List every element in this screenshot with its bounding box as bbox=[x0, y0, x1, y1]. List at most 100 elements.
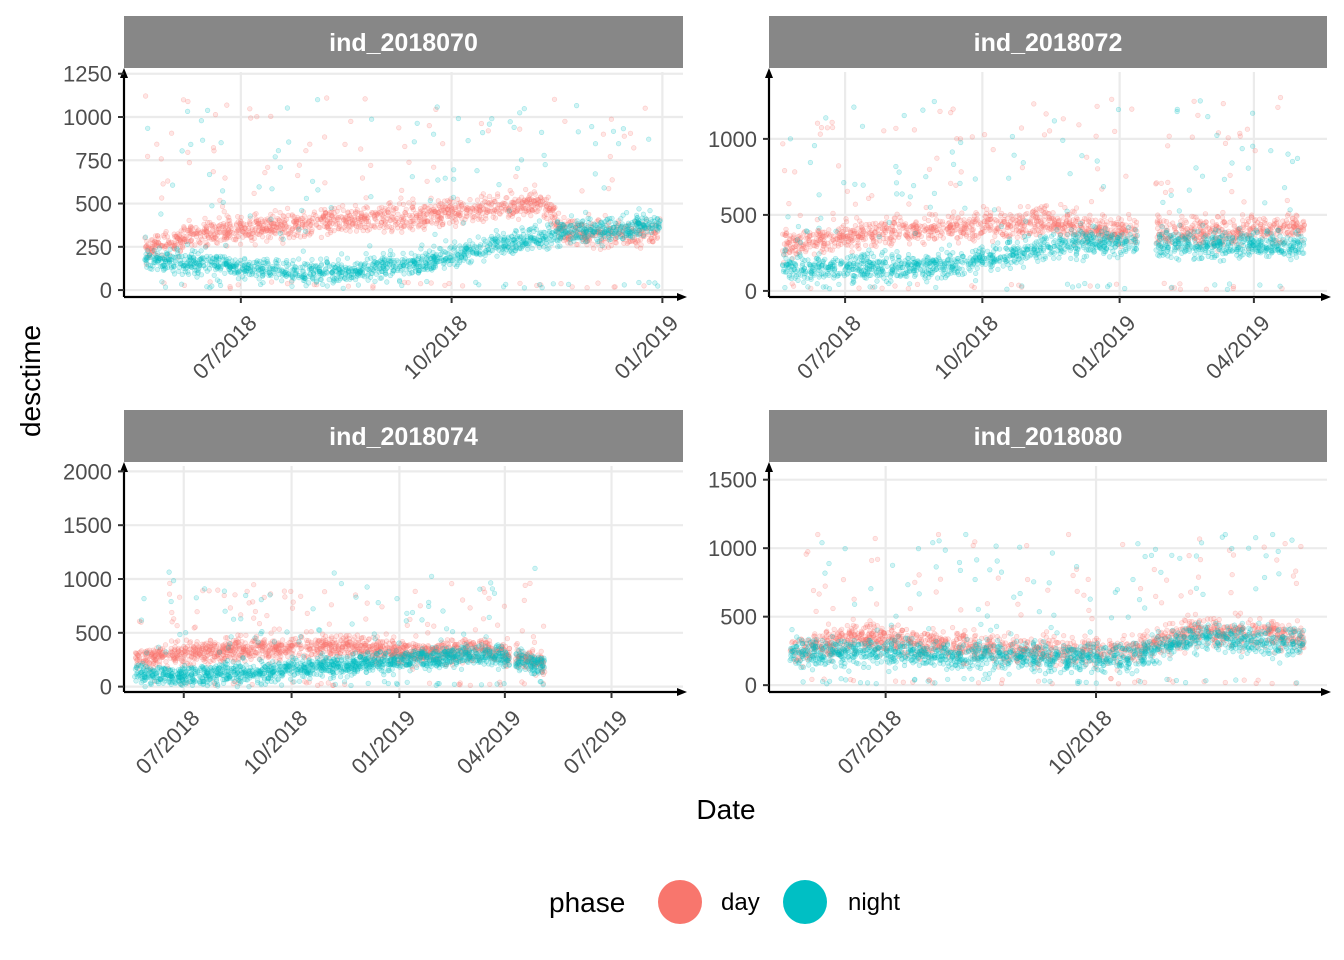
point-day bbox=[387, 218, 393, 224]
point-night bbox=[506, 208, 512, 214]
point-day bbox=[796, 244, 802, 250]
point-day bbox=[1046, 214, 1052, 220]
point-day bbox=[1165, 179, 1171, 185]
point-day bbox=[495, 191, 501, 197]
point-day bbox=[1195, 112, 1201, 118]
point-night bbox=[200, 137, 206, 143]
point-day bbox=[1209, 219, 1216, 225]
point-day bbox=[1055, 222, 1061, 228]
point-day bbox=[1163, 218, 1169, 225]
point-day bbox=[1280, 218, 1286, 224]
point-day bbox=[163, 243, 169, 250]
point-night bbox=[620, 126, 627, 132]
point-day bbox=[1177, 286, 1183, 292]
point-day bbox=[517, 126, 523, 132]
point-day bbox=[791, 244, 797, 250]
point-night bbox=[339, 251, 345, 257]
point-day bbox=[1019, 214, 1025, 220]
point-night bbox=[1200, 222, 1206, 228]
point-night bbox=[1289, 158, 1296, 165]
point-night bbox=[350, 268, 356, 274]
point-night bbox=[594, 236, 600, 242]
point-day bbox=[238, 241, 244, 247]
point-night bbox=[365, 266, 371, 273]
point-day bbox=[210, 145, 217, 151]
point-day bbox=[263, 228, 269, 234]
point-day bbox=[510, 199, 516, 205]
point-day bbox=[1021, 223, 1027, 229]
point-night bbox=[482, 238, 488, 244]
point-day bbox=[518, 205, 524, 211]
point-day bbox=[1300, 218, 1307, 224]
point-day bbox=[627, 130, 634, 136]
point-day bbox=[612, 284, 618, 290]
point-night bbox=[584, 229, 590, 235]
point-day bbox=[1031, 101, 1037, 107]
point-night bbox=[384, 265, 390, 271]
point-night bbox=[623, 210, 630, 216]
point-day bbox=[338, 226, 345, 232]
point-day bbox=[348, 215, 355, 221]
point-day bbox=[323, 213, 329, 219]
point-day bbox=[980, 226, 986, 232]
point-night bbox=[475, 234, 481, 240]
point-day bbox=[336, 226, 342, 232]
point-night bbox=[442, 175, 448, 181]
point-day bbox=[265, 216, 271, 222]
point-night bbox=[171, 271, 178, 277]
point-night bbox=[836, 281, 842, 288]
point-day bbox=[344, 213, 350, 219]
point-night bbox=[538, 129, 545, 135]
point-day bbox=[279, 222, 286, 229]
point-day bbox=[621, 225, 627, 231]
point-day bbox=[1038, 204, 1044, 210]
point-day bbox=[363, 195, 369, 201]
point-day bbox=[1017, 204, 1024, 210]
point-night bbox=[656, 221, 662, 227]
point-day bbox=[143, 93, 149, 99]
point-night bbox=[401, 258, 407, 264]
point-day bbox=[1189, 134, 1195, 140]
point-day bbox=[448, 205, 455, 211]
point-day bbox=[1294, 213, 1300, 219]
point-night bbox=[435, 177, 441, 183]
point-night bbox=[340, 285, 346, 291]
point-night bbox=[272, 154, 278, 160]
point-day bbox=[615, 222, 622, 229]
point-day bbox=[792, 169, 798, 175]
point-night bbox=[318, 256, 324, 262]
point-day bbox=[847, 228, 854, 234]
point-night bbox=[544, 246, 550, 252]
point-day bbox=[854, 237, 861, 243]
point-night bbox=[423, 260, 429, 266]
point-day bbox=[496, 210, 503, 216]
point-night bbox=[511, 124, 517, 130]
point-day bbox=[1231, 222, 1237, 228]
point-night bbox=[387, 258, 393, 264]
point-day bbox=[378, 209, 384, 215]
point-day bbox=[781, 168, 788, 174]
point-day bbox=[210, 222, 216, 228]
point-day bbox=[1126, 216, 1133, 222]
point-day bbox=[631, 145, 637, 151]
point-day bbox=[1050, 210, 1056, 216]
point-day bbox=[1041, 132, 1048, 138]
y-tick-label: 500 bbox=[75, 192, 112, 217]
point-night bbox=[592, 171, 598, 177]
point-day bbox=[528, 213, 534, 219]
point-day bbox=[379, 215, 385, 221]
facet-strip-label: ind_2018070 bbox=[329, 29, 478, 57]
point-day bbox=[446, 280, 452, 287]
point-day bbox=[399, 187, 405, 193]
point-day bbox=[532, 182, 538, 188]
point-day bbox=[441, 210, 448, 216]
point-night bbox=[329, 270, 335, 276]
point-day bbox=[826, 243, 832, 249]
point-night bbox=[377, 258, 383, 265]
point-day bbox=[485, 128, 491, 134]
point-night bbox=[449, 253, 455, 259]
point-day bbox=[862, 242, 869, 248]
point-night bbox=[1023, 218, 1029, 224]
point-night bbox=[347, 276, 353, 282]
point-day bbox=[1060, 116, 1066, 122]
